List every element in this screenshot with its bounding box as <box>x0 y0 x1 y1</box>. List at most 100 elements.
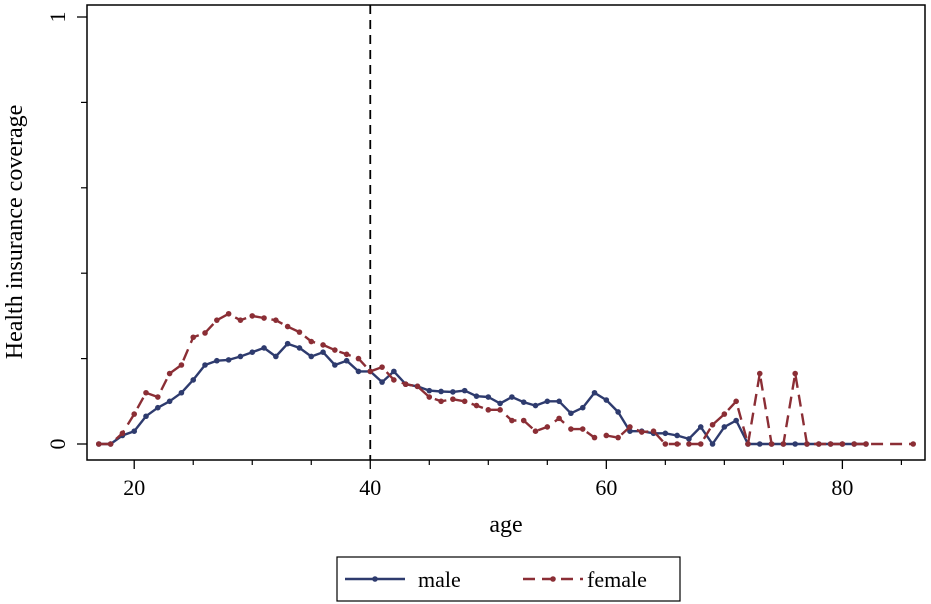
data-point-male <box>792 441 798 447</box>
data-point-female <box>190 334 197 341</box>
data-point-male <box>509 394 515 400</box>
data-point-female <box>603 432 610 439</box>
data-point-female <box>402 381 409 388</box>
legend: male female <box>336 556 681 602</box>
data-point-male <box>379 379 385 385</box>
data-point-male <box>497 400 503 407</box>
data-point-female <box>261 315 267 321</box>
data-point-male <box>556 398 562 405</box>
x-axis-title: age <box>489 512 522 538</box>
data-point-female <box>450 396 456 402</box>
data-point-male <box>261 345 267 351</box>
data-point-male <box>733 417 739 424</box>
data-point-female <box>733 398 739 405</box>
data-point-male <box>143 413 149 420</box>
data-point-female <box>414 383 421 390</box>
data-point-female <box>910 441 916 447</box>
data-point-male <box>579 404 586 411</box>
data-point-female <box>627 424 633 430</box>
x-tick-label: 60 <box>595 475 617 500</box>
data-point-female <box>709 421 716 428</box>
data-point-female <box>438 398 444 405</box>
series-layer <box>96 310 916 447</box>
data-point-female <box>473 402 480 409</box>
data-point-female <box>638 429 645 435</box>
data-point-male <box>591 389 598 396</box>
data-point-male <box>721 424 728 430</box>
data-point-female <box>119 430 126 437</box>
data-point-female <box>273 317 279 323</box>
data-point-female <box>509 417 515 424</box>
data-point-male <box>450 389 456 395</box>
data-point-male <box>355 368 362 375</box>
data-point-female <box>332 347 338 353</box>
data-point-female <box>780 441 787 447</box>
data-point-female <box>686 441 692 447</box>
data-point-male <box>178 389 185 396</box>
y-tick-label: 0 <box>45 439 70 450</box>
data-point-female <box>520 417 527 424</box>
data-point-female <box>815 441 822 447</box>
data-point-female <box>579 426 586 432</box>
data-point-male <box>284 340 291 347</box>
data-point-male <box>202 362 208 368</box>
data-point-male <box>697 424 704 430</box>
data-point-male <box>225 357 232 363</box>
data-point-female <box>650 428 657 434</box>
data-point-male <box>273 353 279 360</box>
data-point-male <box>520 399 527 405</box>
data-point-female <box>166 370 173 377</box>
data-point-female <box>768 441 775 447</box>
legend-label-female: female <box>587 567 647 592</box>
data-point-male <box>320 349 326 355</box>
data-point-female <box>591 434 598 441</box>
data-point-female <box>461 398 468 405</box>
data-point-female <box>827 441 834 447</box>
data-point-female <box>532 428 539 434</box>
data-point-male <box>662 430 669 437</box>
data-point-female <box>792 370 798 377</box>
data-point-female <box>497 407 503 413</box>
data-point-female <box>131 411 138 417</box>
data-point-male <box>709 441 716 447</box>
data-point-female <box>556 415 562 422</box>
data-point-male <box>214 357 220 364</box>
data-point-male <box>308 353 315 360</box>
data-point-female <box>155 394 161 400</box>
y-axis-title: Health insurance coverage <box>2 105 28 360</box>
data-point-female <box>355 355 362 362</box>
data-point-female <box>107 441 114 447</box>
data-point-female <box>296 329 303 335</box>
data-point-male <box>615 409 621 415</box>
data-point-male <box>166 398 173 405</box>
data-point-female <box>615 434 621 441</box>
data-point-male <box>544 398 551 405</box>
data-point-female <box>662 441 669 447</box>
data-point-female <box>674 441 680 447</box>
data-point-male <box>532 402 539 409</box>
x-tick-label: 20 <box>123 475 145 500</box>
data-point-male <box>332 362 338 368</box>
data-point-female <box>756 370 763 377</box>
data-point-female <box>249 313 256 319</box>
x-tick-label: 80 <box>831 475 853 500</box>
data-point-female <box>96 441 102 447</box>
data-point-female <box>178 362 185 368</box>
data-point-male <box>426 387 433 394</box>
data-point-male <box>756 441 763 447</box>
data-point-female <box>225 310 232 317</box>
data-point-male <box>686 436 692 442</box>
data-point-female <box>367 368 374 375</box>
data-point-female <box>214 317 220 323</box>
data-point-male <box>627 428 633 434</box>
data-point-female <box>863 441 869 447</box>
data-point-male <box>190 377 197 383</box>
data-point-female <box>721 411 728 417</box>
data-point-female <box>426 394 433 400</box>
legend-marker-male <box>372 576 378 582</box>
data-point-female <box>851 441 857 447</box>
data-point-male <box>131 428 138 434</box>
data-point-female <box>804 441 810 447</box>
data-point-female <box>485 407 492 413</box>
